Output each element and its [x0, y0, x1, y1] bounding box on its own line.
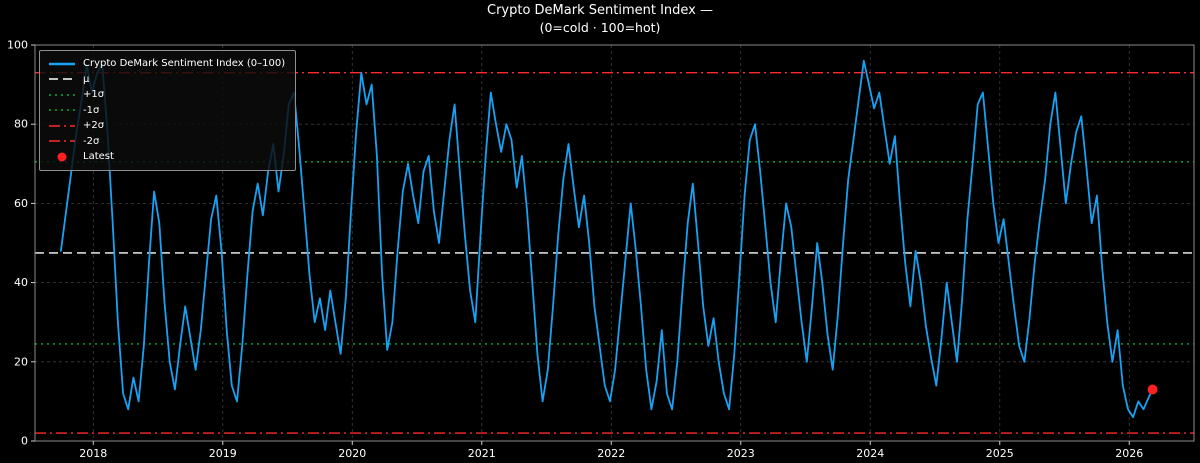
chart-title-line1: Crypto DeMark Sentiment Index —: [487, 3, 713, 18]
legend-item: Latest: [48, 149, 285, 165]
y-tick-label: 40: [14, 276, 28, 289]
chart-title: Crypto DeMark Sentiment Index — (0=cold …: [0, 3, 1200, 36]
legend-label: Crypto DeMark Sentiment Index (0–100): [83, 58, 286, 70]
legend-label: -1σ: [83, 104, 100, 116]
legend-item: +2σ: [48, 118, 285, 134]
series-line: [60, 59, 1154, 419]
x-tick-label: 2026: [1115, 447, 1143, 460]
legend-line-sample: [49, 140, 75, 143]
y-tick-label: 100: [7, 39, 28, 52]
plot-frame: [34, 44, 1195, 442]
x-tick-label: 2021: [468, 447, 496, 460]
y-tick-label: 20: [14, 355, 28, 368]
legend-line-sample: [49, 62, 75, 65]
legend: Crypto DeMark Sentiment Index (0–100) μ +1…: [39, 50, 297, 171]
x-tick-label: 2018: [79, 447, 107, 460]
latest-point-marker: [1147, 384, 1158, 395]
y-tick-label: 60: [14, 197, 28, 210]
legend-label: Latest: [83, 151, 114, 163]
legend-item: Crypto DeMark Sentiment Index (0–100): [48, 56, 285, 72]
y-tick-label: 80: [14, 118, 28, 131]
legend-label: +1σ: [83, 89, 105, 101]
legend-label: +2σ: [83, 120, 105, 132]
legend-dot-marker: [57, 152, 67, 162]
legend-item: -2σ: [48, 134, 285, 150]
legend-item: μ: [48, 72, 285, 88]
x-tick-label: 2023: [727, 447, 755, 460]
x-tick-label: 2020: [338, 447, 366, 460]
legend-label: -2σ: [83, 135, 100, 147]
y-tick-label: 0: [21, 435, 28, 448]
legend-line-sample: [49, 93, 75, 96]
legend-item: -1σ: [48, 103, 285, 119]
legend-line-sample: [49, 78, 75, 81]
x-tick-label: 2025: [986, 447, 1014, 460]
x-tick-label: 2019: [209, 447, 237, 460]
legend-line-sample: [49, 124, 75, 127]
legend-line-sample: [49, 109, 75, 112]
legend-label: μ: [83, 73, 90, 85]
legend-item: +1σ: [48, 87, 285, 103]
x-tick-label: 2022: [597, 447, 625, 460]
chart-subtitle: (0=cold · 100=hot): [539, 19, 661, 35]
x-tick-label: 2024: [856, 447, 884, 460]
